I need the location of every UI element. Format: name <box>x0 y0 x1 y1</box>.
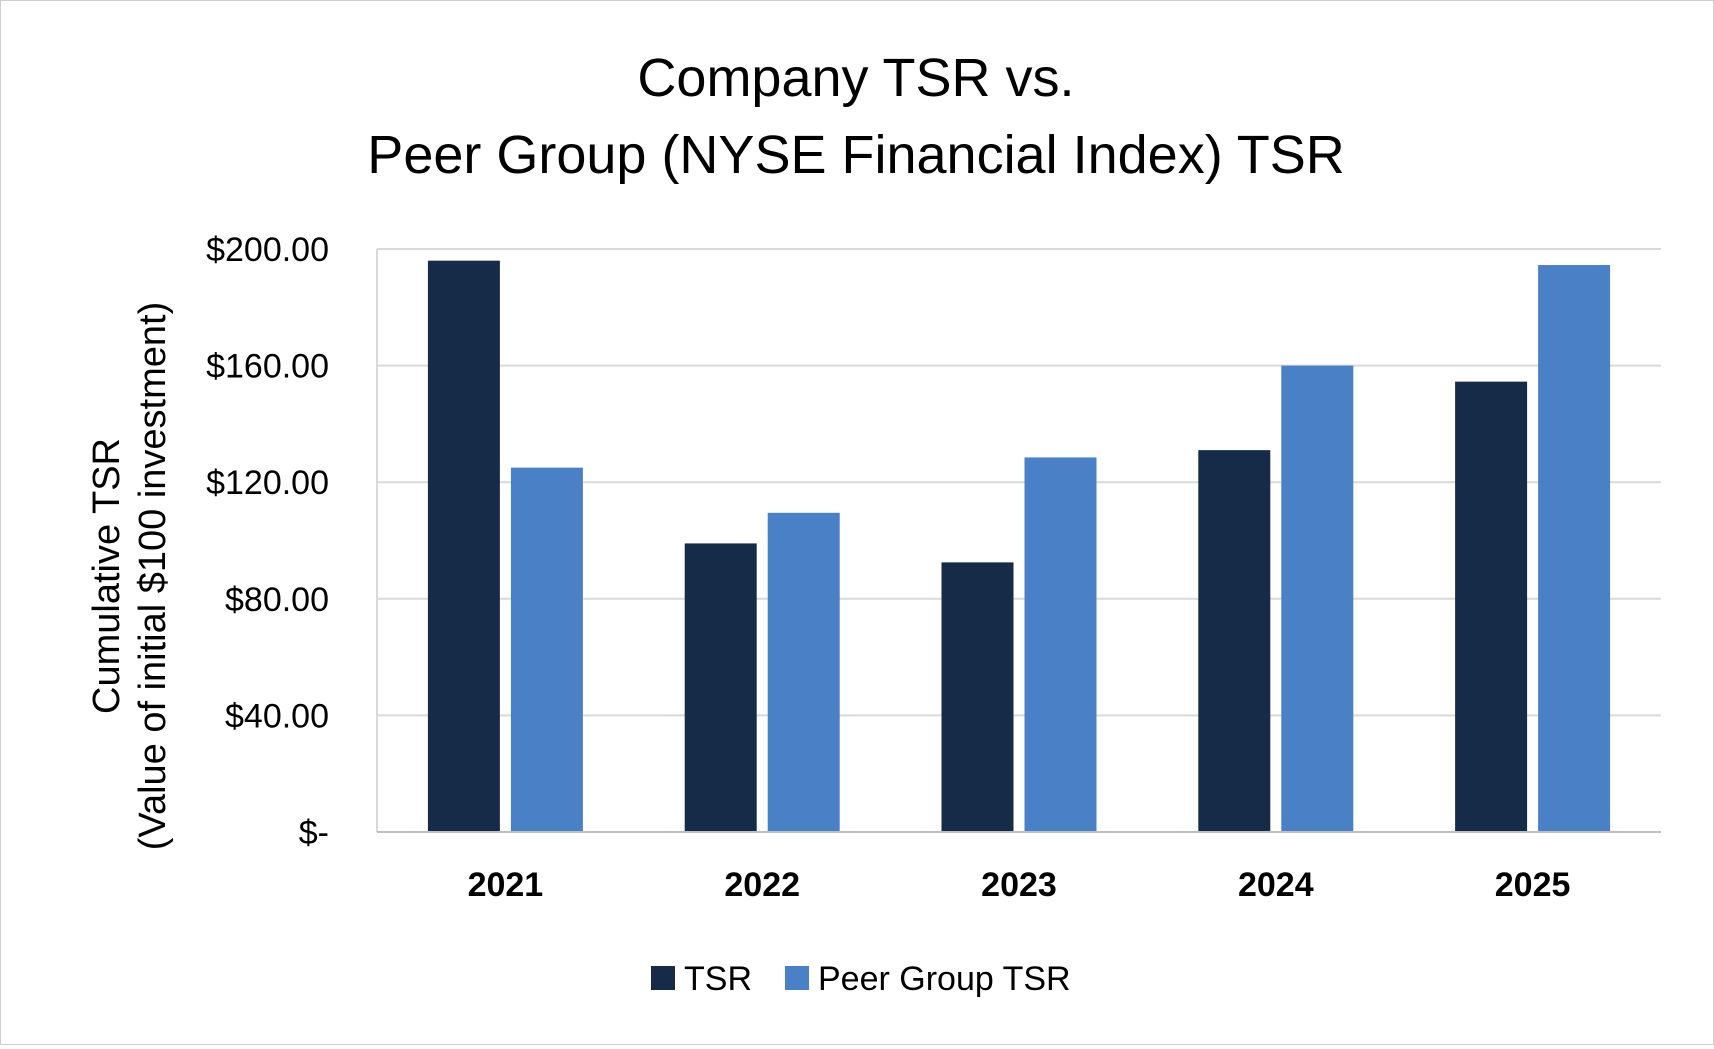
y-tick-label: $160.00 <box>206 348 329 386</box>
legend-swatch-tsr <box>651 966 675 990</box>
x-tick-label: 2024 <box>1238 866 1314 904</box>
x-tick-label: 2023 <box>981 866 1057 904</box>
x-tick-label: 2022 <box>724 866 800 904</box>
chart-title: Company TSR vs. Peer Group (NYSE Financi… <box>367 48 1344 185</box>
bar-tsr-2024 <box>1198 450 1271 832</box>
legend: TSR Peer Group TSR <box>651 960 1071 998</box>
gridlines <box>376 248 1661 832</box>
y-tick-label: $40.00 <box>225 697 329 735</box>
y-tick-label: $120.00 <box>206 464 329 502</box>
bar-peer-group-tsr-2023 <box>1024 457 1097 832</box>
x-axis-ticks: 2021 2022 2023 2024 2025 <box>468 866 1571 904</box>
bars <box>427 260 1611 833</box>
y-axis-ticks: $- $40.00 $80.00 $120.00 $160.00 $200.00 <box>206 231 329 852</box>
bar-peer-group-tsr-2022 <box>767 512 840 832</box>
chart-title-line-2: Peer Group (NYSE Financial Index) TSR <box>367 125 1344 185</box>
y-tick-label: $80.00 <box>225 581 329 619</box>
bar-peer-group-tsr-2025 <box>1538 265 1611 833</box>
y-axis-label-line-2: (Value of initial $100 investment) <box>132 302 174 850</box>
bar-peer-group-tsr-2021 <box>510 467 583 832</box>
y-tick-label: $200.00 <box>206 231 329 269</box>
bar-peer-group-tsr-2024 <box>1281 365 1354 832</box>
bar-tsr-2023 <box>941 562 1014 832</box>
y-tick-label: $- <box>299 814 329 852</box>
bar-tsr-2022 <box>684 543 757 832</box>
x-tick-label: 2025 <box>1495 866 1571 904</box>
bar-tsr-2025 <box>1455 381 1528 832</box>
y-axis-label: Cumulative TSR (Value of initial $100 in… <box>86 302 174 850</box>
bar-tsr-2021 <box>427 260 500 832</box>
legend-label-peer-group-tsr: Peer Group TSR <box>818 960 1071 998</box>
chart-title-line-1: Company TSR vs. <box>637 48 1074 108</box>
legend-label-tsr: TSR <box>684 960 752 998</box>
x-tick-label: 2021 <box>468 866 544 904</box>
legend-swatch-peer-group-tsr <box>785 966 809 990</box>
y-axis-label-line-1: Cumulative TSR <box>86 438 128 714</box>
